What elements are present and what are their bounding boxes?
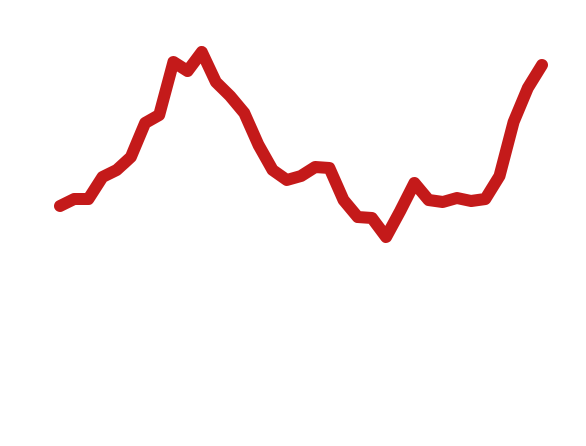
line-series [54,46,548,243]
